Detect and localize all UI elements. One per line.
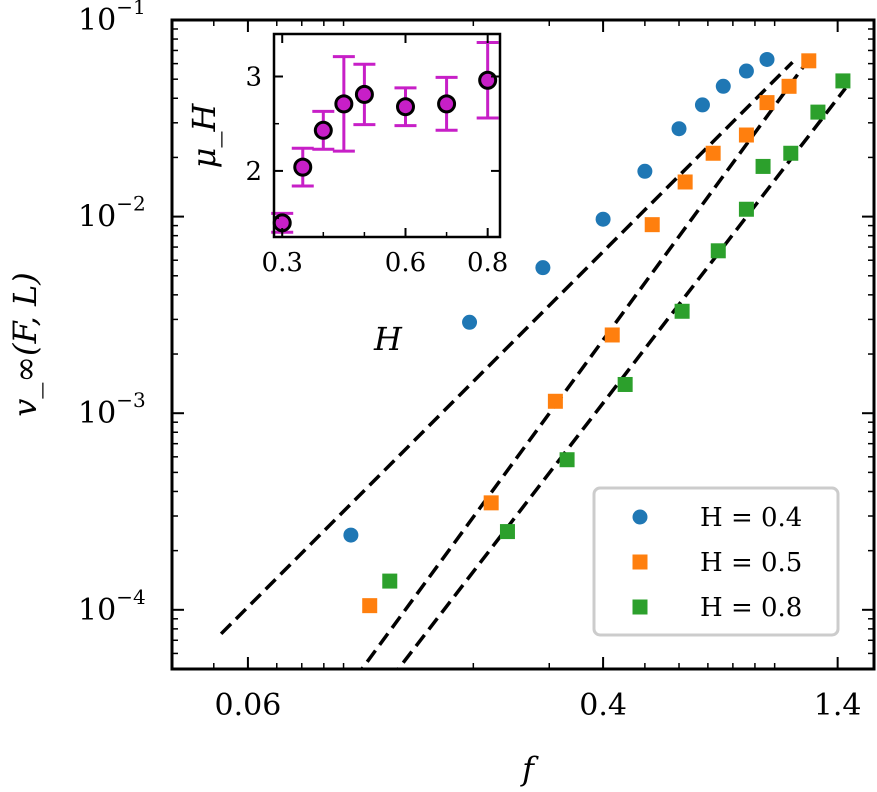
inset-data-point [437, 94, 457, 114]
inset-background [274, 34, 500, 237]
data-point [759, 95, 775, 111]
series-1 [362, 53, 817, 614]
data-point [617, 376, 633, 392]
data-point [604, 327, 620, 343]
inset-x-tick-label: 0.3 [262, 248, 303, 278]
inset-data-point [313, 120, 333, 140]
y-tick-exp: −2 [116, 192, 145, 216]
inset-frame [272, 32, 502, 239]
data-point [671, 121, 687, 137]
x-axis-label: f [520, 750, 539, 788]
inset-data-point [478, 70, 498, 90]
data-point [462, 314, 478, 330]
y-tick-base: 10 [78, 200, 116, 235]
fit-line-0 [219, 60, 794, 636]
fit-line-2 [396, 87, 847, 669]
fit-line-1 [359, 62, 808, 669]
series-0 [343, 51, 775, 543]
legend-marker [632, 599, 648, 615]
data-point [810, 104, 826, 120]
data-point [759, 51, 775, 67]
data-point [362, 598, 378, 614]
ticks [172, 19, 874, 669]
data-point [710, 243, 726, 259]
data-point [595, 211, 611, 227]
fit-lines [219, 60, 847, 669]
inset-y-tick-label: 2 [245, 157, 262, 187]
inset-points [272, 70, 498, 233]
inset-x-axis-label: H [373, 320, 403, 358]
series-2 [382, 73, 851, 589]
legend: H = 0.4 H = 0.5 H = 0.8 [592, 486, 840, 637]
y-tick-exp: −4 [116, 585, 145, 609]
y-tick-label: 10−2 [78, 192, 146, 235]
inset-y-axis-label: μ_H [185, 103, 223, 169]
data-point [637, 163, 653, 179]
data-point [644, 217, 660, 233]
plot-frame [170, 18, 876, 671]
legend-label: H = 0.4 [700, 503, 802, 533]
data-point [343, 527, 359, 543]
main-plot: 0.06 0.4 1.410−110−210−310−4fv_∞(F, L) [6, 0, 876, 788]
legend-label: H = 0.5 [700, 548, 802, 578]
data-point [694, 97, 710, 113]
data-point [783, 145, 799, 161]
data-point [499, 524, 515, 540]
inset-x-tick-label: 0.8 [467, 248, 508, 278]
data-points [343, 51, 851, 614]
legend-box [592, 486, 840, 637]
y-tick-base: 10 [78, 593, 116, 628]
x-tick-label: 1.4 [814, 688, 862, 723]
y-tick-exp: −3 [116, 388, 145, 412]
y-tick-base: 10 [78, 396, 116, 431]
data-point [483, 495, 499, 511]
inset-data-point [293, 157, 313, 177]
data-point [705, 145, 721, 161]
y-tick-label: 10−3 [78, 388, 146, 431]
inset-data-point [354, 84, 374, 104]
data-point [781, 78, 797, 94]
y-tick-exp: −1 [116, 0, 145, 19]
data-point [674, 303, 690, 319]
data-point [738, 201, 754, 217]
data-point [559, 452, 575, 468]
legend-marker [632, 554, 648, 570]
inset-ticks [274, 34, 500, 237]
inset-data-point [395, 97, 415, 117]
data-point [738, 127, 754, 143]
data-point [677, 174, 693, 190]
data-point [535, 260, 551, 276]
data-point [801, 53, 817, 69]
data-point [547, 393, 563, 409]
data-point [738, 63, 754, 79]
data-point [755, 158, 771, 174]
x-tick-label: 0.06 [215, 688, 282, 723]
inset-x-tick-label: 0.6 [385, 248, 426, 278]
y-tick-label: 10−1 [78, 0, 146, 38]
x-tick-label: 0.4 [579, 688, 627, 723]
y-tick-label: 10−4 [78, 585, 146, 628]
data-point [382, 573, 398, 589]
data-point [715, 78, 731, 94]
y-axis-label: v_∞(F, L) [6, 272, 44, 417]
inset-data-point [334, 94, 354, 114]
legend-label: H = 0.8 [700, 593, 802, 623]
data-point [835, 73, 851, 89]
inset-y-tick-label: 3 [245, 62, 262, 92]
legend-marker [632, 509, 648, 525]
y-tick-base: 10 [78, 3, 116, 38]
inset-plot: 0.3 0.6 0.8 2 3 Hμ_H [185, 32, 508, 358]
